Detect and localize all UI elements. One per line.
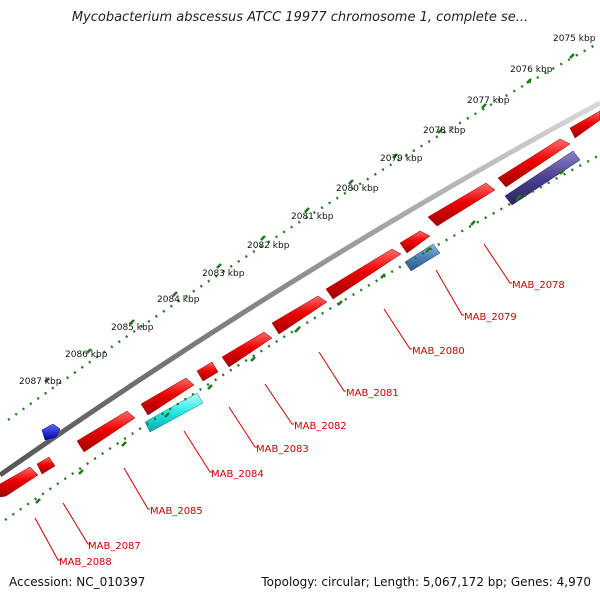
gene-arrow[interactable] [221, 331, 273, 368]
accession-text: Accession: NC_010397 [9, 575, 146, 589]
scale-label-2076: 2076 kbp [510, 65, 553, 75]
scale-label-2086: 2086 kbp [65, 350, 108, 360]
gene-arrow[interactable] [271, 295, 328, 335]
gene-label-mab-2084[interactable]: MAB_2084 [211, 469, 264, 480]
gene-arrow[interactable] [36, 456, 56, 475]
gene-arrow[interactable] [325, 248, 402, 300]
gene-labels: MAB_2078 MAB_2079 MAB_2080 MAB_2081 MAB_… [59, 280, 565, 568]
gene-label-mab-2081[interactable]: MAB_2081 [346, 388, 399, 399]
gene-label-mab-2078[interactable]: MAB_2078 [512, 280, 565, 291]
feature-navy[interactable] [504, 150, 581, 206]
map-title: Mycobacterium abscessus ATCC 19977 chrom… [71, 10, 529, 25]
gene-label-mab-2080[interactable]: MAB_2080 [412, 346, 465, 357]
inner-scale-ring [4, 153, 600, 521]
scale-label-2080: 2080 kbp [336, 184, 379, 194]
scale-label-2087: 2087 kbp [19, 377, 62, 387]
scale-label-2075: 2075 kbp [553, 34, 596, 44]
inner-major-ticks [35, 169, 565, 504]
feature-blue[interactable] [41, 423, 61, 441]
scale-label-2079: 2079 kbp [380, 154, 423, 164]
gene-label-mab-2082[interactable]: MAB_2082 [294, 421, 347, 432]
gene-arrow[interactable] [497, 138, 571, 188]
gene-arrow[interactable] [569, 110, 600, 139]
gene-arrow[interactable] [399, 230, 431, 254]
gene-arrow[interactable] [140, 377, 195, 416]
gene-arrow[interactable] [427, 182, 496, 227]
genome-map[interactable]: 2075 kbp 2076 kbp 2077 kbp 2078 kbp 2079… [0, 0, 600, 570]
outer-major-ticks [44, 53, 575, 383]
gene-arrow[interactable] [0, 466, 39, 498]
scale-label-2083: 2083 kbp [202, 269, 245, 279]
scale-label-2077: 2077 kbp [467, 96, 510, 106]
scale-label-2085: 2085 kbp [111, 323, 154, 333]
scale-label-2081: 2081 kbp [291, 212, 334, 222]
gene-arrow[interactable] [76, 410, 136, 453]
genome-summary-text: Topology: circular; Length: 5,067,172 bp… [261, 575, 591, 589]
gene-label-mab-2083[interactable]: MAB_2083 [256, 444, 309, 455]
chromosome-backbone [0, 100, 600, 478]
scale-labels: 2075 kbp 2076 kbp 2077 kbp 2078 kbp 2079… [19, 34, 596, 387]
gene-leader-lines [34, 243, 512, 561]
scale-label-2078: 2078 kbp [423, 126, 466, 136]
gene-label-mab-2085[interactable]: MAB_2085 [150, 506, 203, 517]
gene-label-mab-2079[interactable]: MAB_2079 [464, 312, 517, 323]
scale-label-2082: 2082 kbp [247, 241, 290, 251]
feature-cyan[interactable] [144, 392, 204, 433]
feature-steel-blue[interactable] [404, 243, 441, 272]
scale-label-2084: 2084 kbp [157, 295, 200, 305]
gene-label-mab-2088[interactable]: MAB_2088 [59, 557, 112, 568]
gene-arrow[interactable] [196, 361, 219, 382]
forward-strand-genes[interactable] [0, 110, 600, 498]
gene-label-mab-2087[interactable]: MAB_2087 [88, 541, 141, 552]
